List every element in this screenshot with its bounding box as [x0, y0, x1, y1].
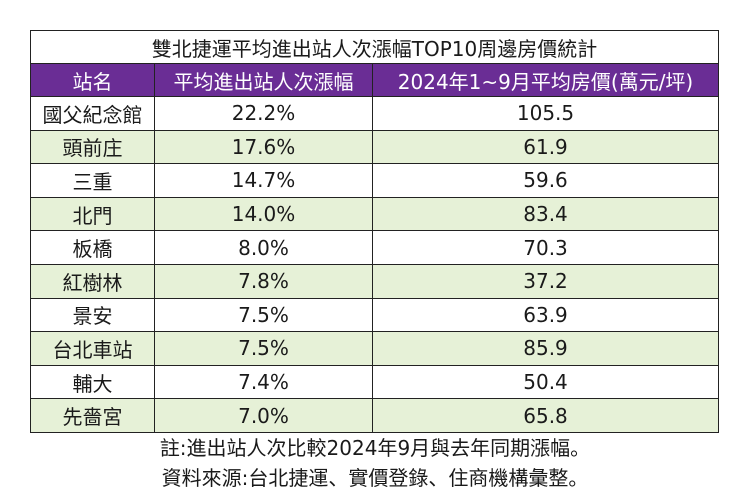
avg-price-cell: 61.9	[371, 129, 720, 165]
avg-price-cell: 50.4	[371, 364, 720, 400]
ridership-growth-cell: 7.5%	[154, 331, 373, 366]
footnote: 註:進出站人次比較2024年9月與去年同期漲幅。	[159, 436, 591, 460]
ridership-growth-cell: 7.0%	[154, 398, 373, 433]
table-row: 國父紀念館 22.2% 105.5	[30, 96, 720, 131]
ridership-growth-cell: 8.0%	[154, 230, 373, 265]
column-header-ridership-growth: 平均進出站人次漲幅	[154, 63, 373, 97]
station-name-cell: 先嗇宮	[30, 398, 155, 433]
station-name-cell: 北門	[30, 196, 155, 232]
table-container: 雙北捷運平均進出站人次漲幅TOP10周邊房價統計 站名 平均進出站人次漲幅 20…	[29, 30, 720, 433]
ridership-growth-cell: 14.7%	[154, 163, 373, 198]
avg-price-cell: 37.2	[371, 263, 720, 299]
avg-price-cell: 105.5	[371, 96, 720, 131]
ridership-growth-cell: 14.0%	[154, 196, 373, 232]
avg-price-cell: 83.4	[371, 196, 720, 232]
ridership-growth-cell: 17.6%	[154, 129, 373, 165]
data-table: 雙北捷運平均進出站人次漲幅TOP10周邊房價統計 站名 平均進出站人次漲幅 20…	[29, 30, 720, 433]
avg-price-cell: 63.9	[371, 297, 720, 333]
ridership-growth-cell: 7.4%	[154, 364, 373, 400]
station-name-cell: 頭前庄	[30, 129, 155, 165]
table-row: 輔大 7.4% 50.4	[30, 364, 720, 400]
station-name-cell: 紅樹林	[30, 263, 155, 299]
ridership-growth-cell: 22.2%	[154, 96, 373, 131]
ridership-growth-cell: 7.5%	[154, 297, 373, 333]
station-name-cell: 板橋	[30, 230, 155, 265]
avg-price-cell: 85.9	[371, 331, 720, 366]
avg-price-cell: 70.3	[371, 230, 720, 265]
table-row: 板橋 8.0% 70.3	[30, 230, 720, 265]
avg-price-cell: 65.8	[371, 398, 720, 433]
station-name-cell: 台北車站	[30, 331, 155, 366]
station-name-cell: 景安	[30, 297, 155, 333]
station-name-cell: 三重	[30, 163, 155, 198]
table-row: 北門 14.0% 83.4	[30, 196, 720, 232]
ridership-growth-cell: 7.8%	[154, 263, 373, 299]
table-row: 紅樹林 7.8% 37.2	[30, 263, 720, 299]
table-title: 雙北捷運平均進出站人次漲幅TOP10周邊房價統計	[29, 30, 720, 64]
table-row: 頭前庄 17.6% 61.9	[30, 129, 720, 165]
header-row: 站名 平均進出站人次漲幅 2024年1~9月平均房價(萬元/坪)	[30, 63, 720, 97]
column-header-avg-price: 2024年1~9月平均房價(萬元/坪)	[371, 63, 720, 97]
table-row: 先嗇宮 7.0% 65.8	[30, 398, 720, 433]
table-row: 景安 7.5% 63.9	[30, 297, 720, 333]
table-body: 國父紀念館 22.2% 105.5 頭前庄 17.6% 61.9 三重 14.7% 59.6 北門…	[30, 96, 720, 433]
table-row: 台北車站 7.5% 85.9	[30, 331, 720, 366]
source-note: 資料來源:台北捷運、實價登錄、住商機構彙整。	[161, 466, 589, 490]
avg-price-cell: 59.6	[371, 163, 720, 198]
station-name-cell: 輔大	[30, 364, 155, 400]
table-row: 三重 14.7% 59.6	[30, 163, 720, 198]
station-name-cell: 國父紀念館	[30, 96, 155, 131]
column-header-station: 站名	[30, 63, 155, 97]
